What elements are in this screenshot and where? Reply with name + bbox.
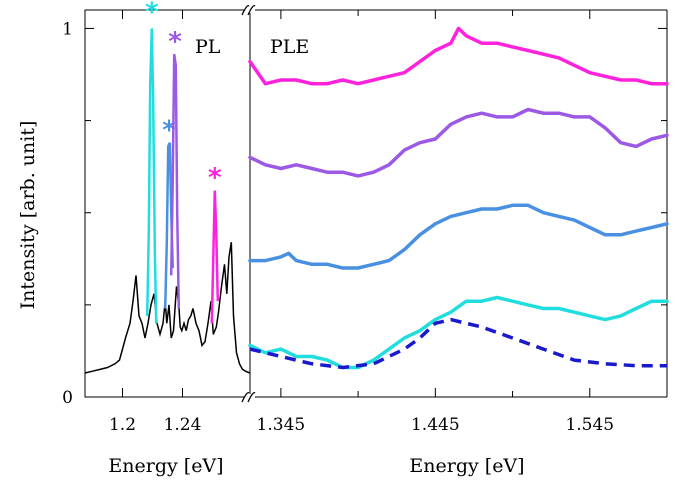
pl-peak-line	[145, 28, 158, 324]
pl-peak-star: *	[168, 27, 182, 57]
ple-x-tick-label: 1.445	[411, 415, 460, 435]
pl-panel: 011.2 1.24****	[62, 0, 667, 435]
ple-series-line	[248, 203, 669, 270]
pl-frame	[84, 9, 251, 398]
ple-series-line	[248, 295, 669, 370]
pl-x-axis-title: Energy [eV]	[108, 455, 223, 477]
ple-series-line	[248, 107, 669, 178]
pl-panel-label: PL	[195, 36, 221, 58]
axis-break-slash	[247, 5, 256, 16]
pl-y-tick-label: 1	[62, 19, 73, 39]
axis-break-mark	[241, 392, 256, 403]
pl-x-tick-label: 1.24	[164, 415, 202, 435]
pl-spectrum-line	[84, 242, 251, 374]
pl-x-tick-label: 1.2	[109, 415, 136, 435]
ple-panel: 1.345 1.445 1.545	[241, 5, 669, 435]
ple-x-tick-label: 1.345	[257, 415, 306, 435]
ple-series-line	[249, 317, 667, 370]
axis-break-slash	[247, 392, 256, 403]
axis-break-slash	[241, 392, 250, 403]
axis-break-slash	[241, 5, 250, 16]
pl-y-tick-label: 0	[62, 388, 73, 408]
ple-x-tick-label: 1.545	[565, 415, 614, 435]
pl-peak-star: *	[208, 163, 222, 193]
y-axis-title: Intensity [arb. unit]	[17, 121, 39, 310]
pl-peak-line	[169, 54, 181, 309]
pl-peak-line	[210, 190, 220, 324]
pl-peak-star: *	[145, 0, 159, 27]
axis-break-mark	[241, 5, 256, 16]
ple-series-line	[248, 26, 669, 86]
ple-x-axis-title: Energy [eV]	[409, 455, 524, 477]
ple-panel-label: PLE	[270, 36, 309, 58]
